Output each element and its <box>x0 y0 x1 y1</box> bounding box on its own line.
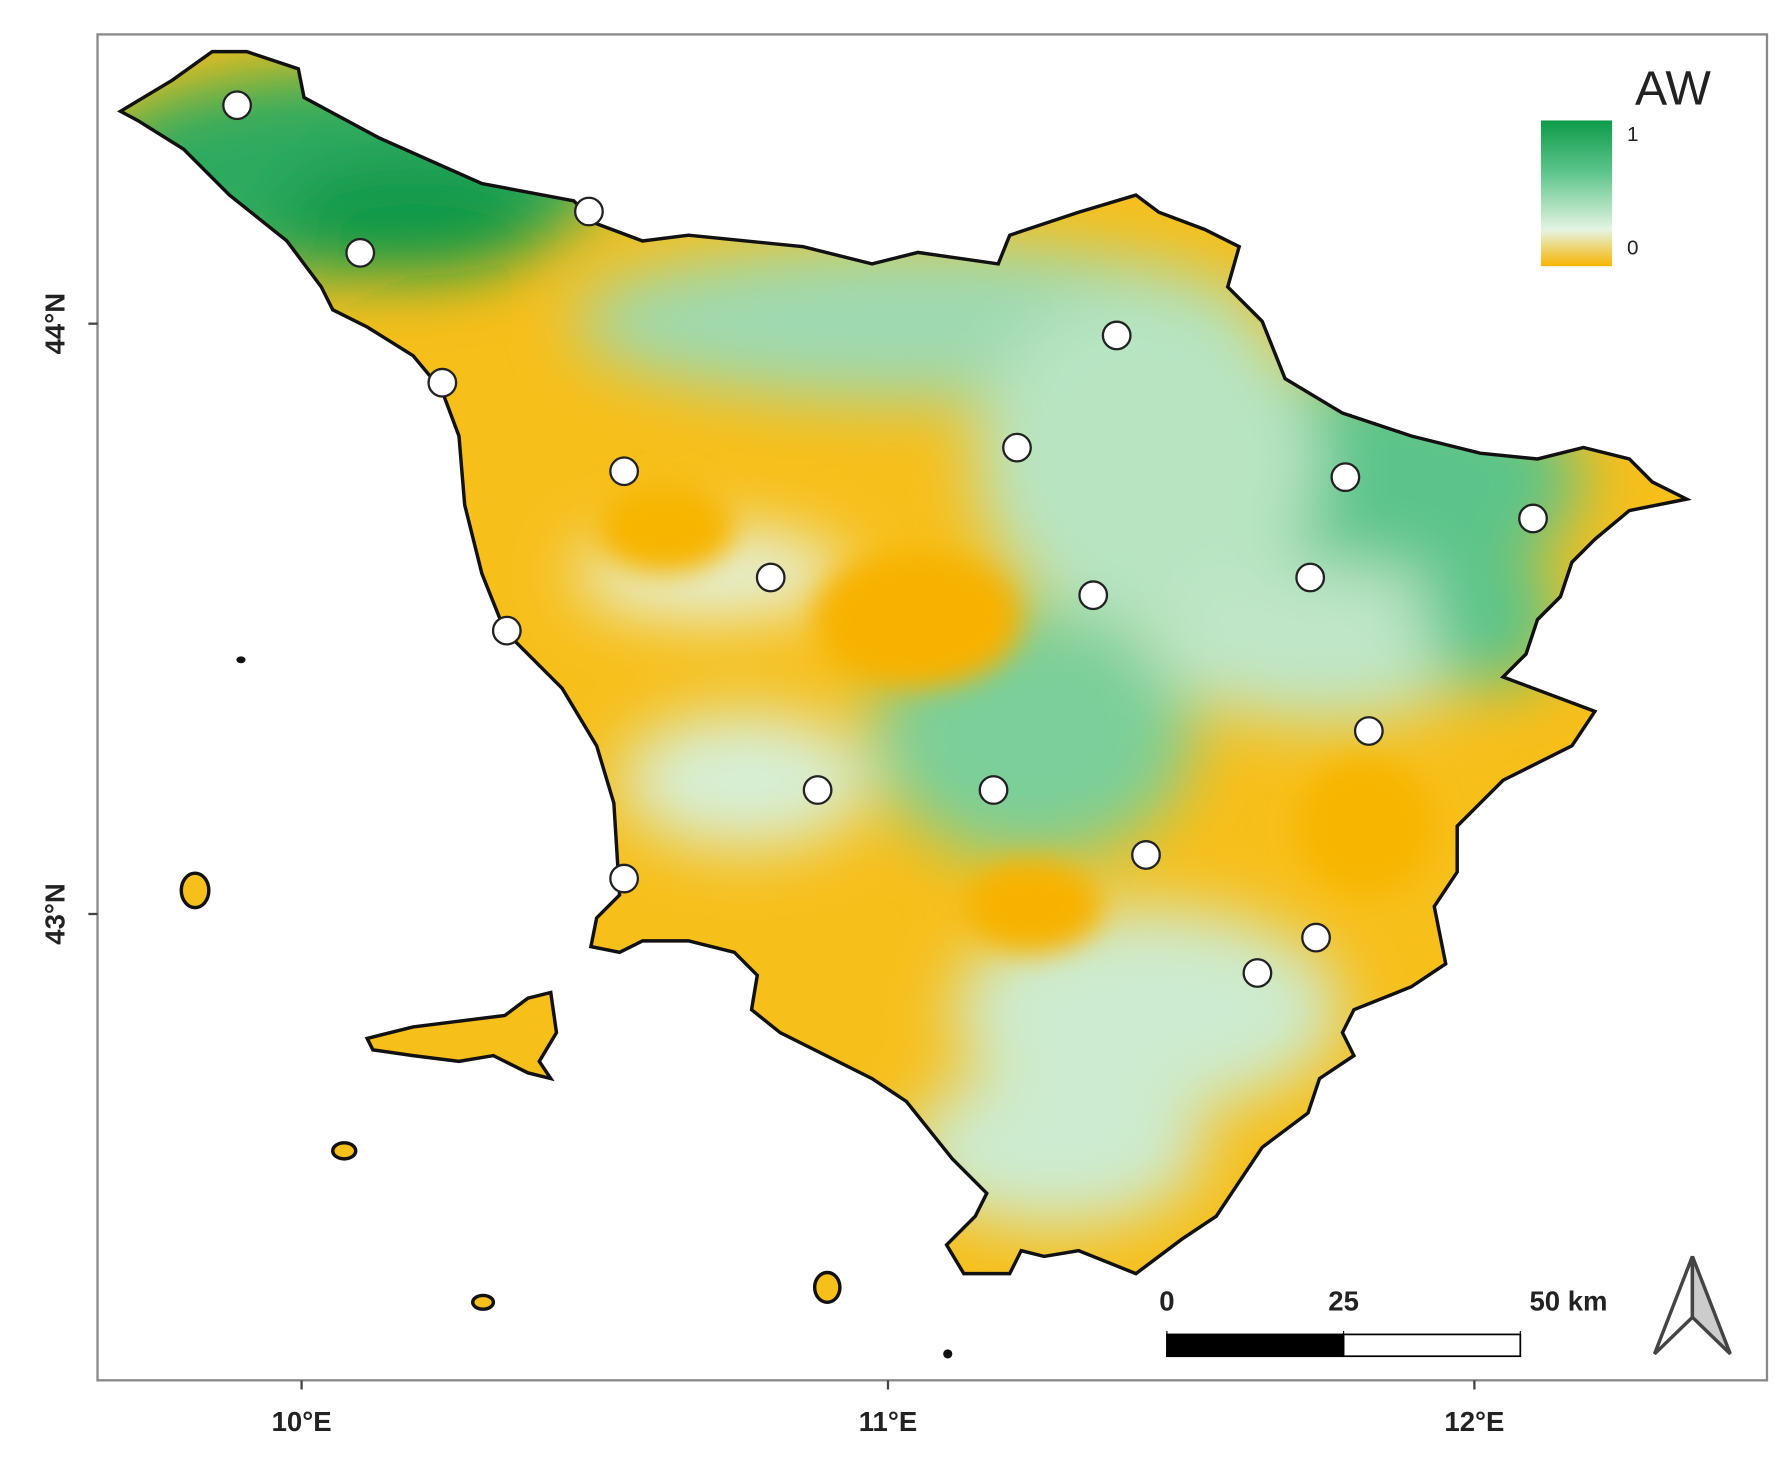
station <box>1330 462 1361 493</box>
station <box>1131 840 1161 870</box>
station <box>1101 320 1132 351</box>
y-tick-label: 44°N <box>40 293 71 354</box>
legend-colorbar <box>1540 120 1613 267</box>
scale-bar-segment <box>1166 1333 1345 1358</box>
station <box>1518 503 1548 534</box>
island <box>331 1141 358 1161</box>
scale-bar-label: 50 km <box>1529 1286 1607 1317</box>
station <box>427 367 458 398</box>
station <box>1242 958 1273 988</box>
island <box>179 871 211 910</box>
station <box>491 615 522 646</box>
island <box>364 990 559 1082</box>
station <box>574 196 604 227</box>
scale-bar: 0 25 50 km <box>1159 1286 1608 1358</box>
station <box>755 562 786 593</box>
x-tick-label: 12°E <box>1444 1406 1504 1437</box>
island <box>812 1270 842 1305</box>
north-arrow <box>1652 1255 1732 1356</box>
station <box>1295 562 1326 593</box>
station <box>802 775 833 805</box>
legend-tick-label: 1 <box>1627 123 1638 146</box>
station <box>222 90 253 121</box>
station <box>1353 716 1384 746</box>
station <box>345 237 376 268</box>
station <box>609 456 640 487</box>
map-content: 10°E 11°E 12°E 44°N 43°N 1 0 AW 0 25 50 km <box>40 33 1769 1437</box>
legend-tick-label: 0 <box>1627 236 1638 259</box>
station <box>609 863 640 894</box>
station <box>1078 580 1109 611</box>
y-tick-label: 43°N <box>40 883 71 944</box>
station <box>1301 922 1331 953</box>
station <box>978 775 1009 805</box>
scale-bar-segment <box>1342 1333 1522 1358</box>
island <box>943 1349 953 1359</box>
island <box>236 656 246 664</box>
x-tick-label: 11°E <box>859 1406 917 1437</box>
legend-title: AW <box>1635 62 1711 116</box>
dynamic-layer: 10°E 11°E 12°E 44°N 43°N 1 0 <box>40 90 1638 1437</box>
scale-bar-label: 25 <box>1328 1286 1359 1317</box>
station <box>1002 432 1032 463</box>
x-tick-label: 10°E <box>272 1406 332 1437</box>
scale-bar-label: 0 <box>1159 1286 1174 1317</box>
island <box>471 1293 496 1311</box>
